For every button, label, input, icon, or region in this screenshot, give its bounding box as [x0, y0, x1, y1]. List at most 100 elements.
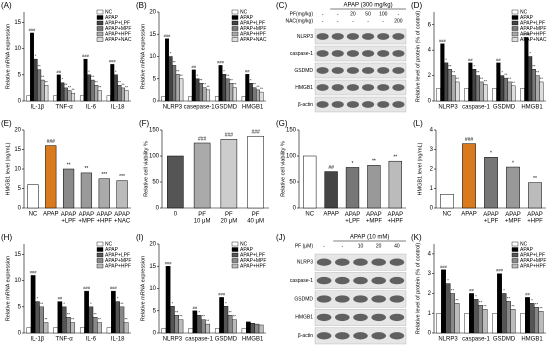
legend-label: APAP+MPF — [520, 258, 546, 264]
bar — [222, 74, 227, 102]
legend-swatch — [231, 20, 239, 26]
band — [335, 332, 350, 340]
bar — [53, 95, 58, 102]
y-tick-label: 150 — [286, 128, 297, 134]
significance: ** — [118, 79, 122, 84]
bar — [97, 322, 102, 334]
legend-swatch — [96, 9, 104, 15]
legend-label: APAP+MPF — [105, 258, 131, 264]
x-tick-label: casepase-1 — [184, 105, 216, 111]
legend-swatch — [96, 241, 104, 247]
significance: ** — [372, 159, 376, 165]
legend-swatch — [231, 241, 239, 247]
bar — [110, 64, 115, 102]
band — [392, 33, 405, 40]
significance: ** — [540, 76, 544, 81]
bar — [506, 301, 511, 334]
bar — [179, 78, 184, 102]
bar — [92, 317, 98, 334]
significance: ** — [229, 309, 233, 314]
bar — [220, 139, 238, 209]
bar — [80, 172, 93, 209]
y-axis-label: HMGB1 level (ng/mL) — [417, 142, 423, 195]
x-tick-label: IL-1β — [30, 337, 44, 343]
significance: ### — [218, 291, 225, 296]
legend-label: APAP+NAC — [105, 37, 132, 43]
row-cell: - — [322, 18, 324, 24]
bar — [174, 315, 179, 334]
significance: * — [503, 288, 505, 293]
significance: ** — [84, 166, 88, 172]
band — [353, 313, 368, 322]
bar — [26, 95, 31, 102]
y-tick-label: 15 — [149, 32, 156, 38]
significance: ** — [456, 76, 460, 81]
y-axis-label: Relative mRNA expression — [5, 24, 11, 89]
bar — [170, 306, 175, 334]
significance: ** — [484, 79, 488, 84]
x-tick-label: IL-6 — [86, 337, 97, 343]
bar — [468, 62, 473, 102]
bar — [483, 84, 488, 102]
band — [316, 101, 329, 108]
significance: ** — [226, 73, 230, 78]
legend-swatch — [511, 31, 519, 37]
legend-label: APAP+LPF — [105, 252, 130, 258]
significance: ### — [109, 58, 116, 63]
bar — [324, 171, 338, 209]
significance: ** — [539, 305, 543, 310]
legend-swatch — [96, 26, 104, 31]
significance: ** — [230, 77, 234, 82]
x-tick-label: NC — [443, 212, 452, 218]
band-label: NLRP3 — [297, 260, 313, 266]
significance: ## — [525, 291, 530, 296]
significance: * — [445, 57, 447, 62]
significance: * — [475, 293, 477, 298]
bar — [120, 87, 125, 102]
bar — [511, 85, 516, 102]
bar — [503, 77, 508, 102]
row-cell: - — [367, 18, 369, 24]
bar — [464, 88, 469, 102]
significance: ** — [40, 301, 44, 306]
x-tick-label: NC — [305, 212, 314, 218]
y-axis-label: Relative level of protein (% of control) — [415, 243, 421, 335]
band — [362, 33, 375, 40]
significance: ### — [164, 33, 171, 38]
panel-label: (I) — [136, 233, 144, 242]
band-label: β-actin — [298, 333, 313, 339]
legend-swatch — [511, 15, 519, 20]
significance: ** — [176, 68, 180, 73]
legend-swatch — [231, 37, 239, 42]
significance: ### — [110, 285, 117, 290]
y-tick-label: 0 — [428, 99, 432, 105]
significance: * — [447, 278, 449, 283]
significance: ** — [64, 82, 68, 87]
x-tick-label: 0 — [174, 212, 178, 218]
row-cell: - — [322, 11, 324, 17]
band — [331, 84, 344, 91]
y-tick-label: 2 — [430, 167, 434, 173]
blot-strip — [314, 45, 407, 62]
bar — [484, 157, 498, 209]
significance: ** — [203, 82, 207, 87]
significance: ### — [217, 59, 224, 64]
bar — [167, 155, 184, 209]
bar — [27, 184, 39, 209]
row-cell: - — [337, 11, 339, 17]
bar — [510, 309, 516, 334]
bar — [227, 315, 233, 334]
bar — [79, 327, 85, 334]
significance: ### — [82, 53, 89, 58]
significance: ** — [483, 303, 487, 308]
legend-swatch — [231, 258, 239, 263]
band — [316, 33, 329, 40]
bar — [241, 96, 246, 102]
significance: ** — [507, 295, 511, 300]
band — [346, 67, 359, 74]
x-tick-label: APAP +LPF — [483, 212, 499, 225]
bar — [388, 160, 402, 209]
bar — [205, 323, 211, 334]
band — [316, 332, 332, 340]
y-tick-label: 5 — [153, 308, 157, 314]
